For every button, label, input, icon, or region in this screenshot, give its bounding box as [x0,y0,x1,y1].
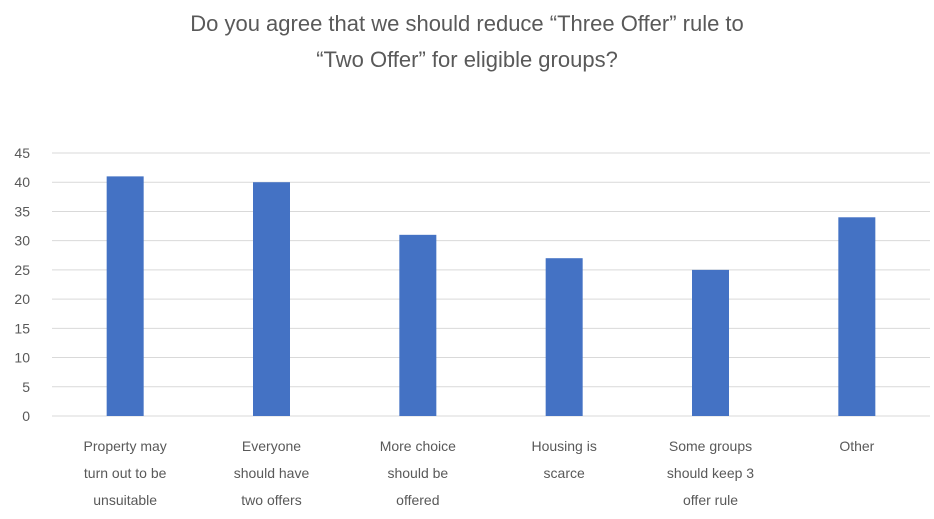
x-category-label: unsuitable [93,492,157,508]
bar [106,176,144,416]
y-tick-label: 40 [14,174,30,190]
chart-title: Do you agree that we should reduce “Thre… [0,6,934,78]
y-tick-label: 45 [14,145,30,161]
x-category-label: turn out to be [84,465,167,481]
bar [692,269,729,416]
x-category-label: should keep 3 [667,465,754,481]
x-category-label: offer rule [683,492,738,508]
bar [253,182,290,416]
y-tick-label: 10 [14,350,30,366]
x-category-label: Property may [84,438,167,454]
y-tick-label: 5 [22,379,30,395]
bar [399,234,437,416]
x-category-label: Other [839,438,874,454]
y-tick-label: 30 [14,233,30,249]
x-category-label: two offers [241,492,301,508]
y-tick-label: 15 [14,320,30,336]
x-category-label: Everyone [242,438,301,454]
x-category-label: Housing is [531,438,596,454]
chart-title-line-1: Do you agree that we should reduce “Thre… [190,11,744,36]
bar [545,258,583,416]
x-category-label: More choice [380,438,456,454]
y-tick-label: 0 [22,408,30,424]
bar [838,217,876,416]
x-category-label: should have [234,465,310,481]
x-category-label: should be [387,465,448,481]
x-category-label: Some groups [669,438,752,454]
y-tick-label: 35 [14,203,30,219]
chart-title-line-2: “Two Offer” for eligible groups? [316,47,618,72]
x-category-label: offered [396,492,439,508]
y-tick-label: 25 [14,262,30,278]
y-tick-label: 20 [14,291,30,307]
x-category-label: scarce [544,465,585,481]
